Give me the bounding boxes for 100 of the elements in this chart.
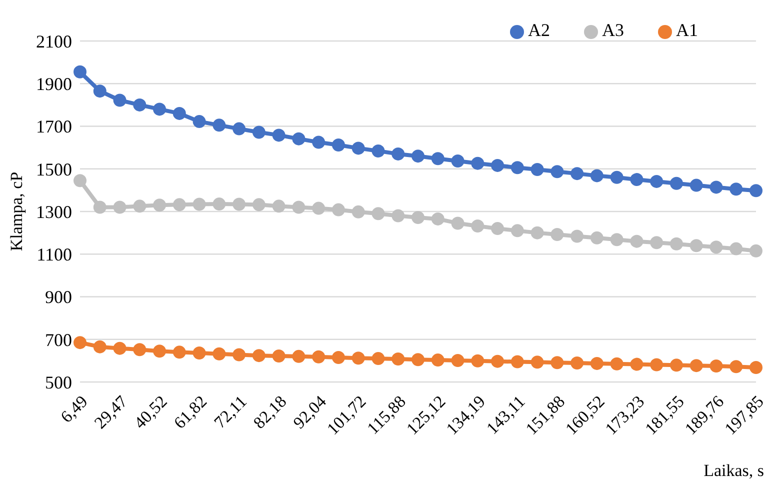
point [172, 106, 186, 120]
point [93, 340, 106, 354]
point [172, 346, 186, 359]
point [590, 231, 604, 244]
point [312, 350, 326, 364]
point [550, 165, 564, 178]
point [133, 343, 146, 356]
point [232, 198, 246, 211]
point [272, 128, 286, 142]
point [590, 169, 604, 182]
point [510, 161, 524, 174]
point [412, 150, 424, 163]
point [750, 244, 762, 258]
point [570, 356, 584, 370]
point [710, 240, 723, 254]
point [153, 344, 166, 358]
point [192, 198, 206, 211]
point [292, 350, 306, 363]
point [74, 336, 86, 350]
point [412, 210, 424, 224]
point [352, 352, 365, 365]
point [352, 205, 365, 218]
point [232, 348, 246, 362]
point [292, 132, 306, 146]
point [471, 156, 484, 170]
point [630, 173, 644, 186]
point [670, 176, 683, 190]
point [550, 356, 564, 370]
point [491, 222, 504, 236]
point [332, 203, 345, 216]
point [212, 198, 226, 211]
legend-label: A3 [602, 20, 624, 40]
point [670, 237, 683, 250]
point [570, 230, 584, 243]
point [312, 136, 326, 149]
point [730, 242, 743, 256]
point [392, 147, 405, 160]
point [730, 182, 743, 196]
point [570, 167, 584, 180]
point [451, 216, 464, 230]
point [192, 115, 206, 128]
point [312, 202, 326, 215]
point [491, 354, 504, 368]
point [252, 126, 266, 139]
point [431, 212, 444, 226]
point [710, 360, 723, 373]
point [730, 360, 743, 374]
point [451, 154, 464, 168]
point [332, 350, 345, 364]
y-tick-label: 900 [45, 287, 72, 308]
point [750, 184, 762, 198]
legend-label: A1 [676, 20, 698, 40]
point [392, 209, 405, 222]
point [113, 94, 126, 107]
legend-label: A2 [528, 20, 550, 40]
point [530, 356, 544, 369]
point [550, 228, 564, 242]
point [232, 122, 246, 136]
point [491, 158, 504, 172]
point [530, 226, 544, 240]
y-tick-label: 500 [45, 372, 72, 392]
point [392, 352, 405, 366]
point [510, 355, 524, 368]
point [750, 361, 762, 374]
point [153, 102, 166, 116]
point [212, 347, 226, 360]
x-tick-label: 6,49 [56, 392, 92, 426]
point [133, 98, 146, 112]
point [590, 356, 604, 370]
point [74, 174, 86, 188]
point [690, 359, 703, 372]
point [153, 198, 166, 212]
point [372, 352, 385, 366]
y-tick-label: 1300 [36, 202, 72, 222]
point [372, 207, 385, 220]
point [510, 224, 524, 238]
point [113, 200, 126, 214]
point [690, 178, 703, 192]
y-tick-label: 700 [45, 330, 72, 350]
point [431, 152, 444, 166]
point [113, 342, 126, 355]
y-tick-label: 1700 [36, 116, 72, 137]
point [710, 180, 723, 194]
point [93, 200, 106, 214]
point [192, 346, 206, 360]
point [352, 142, 365, 155]
point [471, 354, 484, 368]
y-tick-label: 1900 [36, 74, 72, 94]
point [650, 358, 664, 372]
x-axis-title: Laikas, s [704, 461, 764, 480]
point [690, 239, 703, 252]
point [292, 200, 306, 214]
point [670, 358, 683, 372]
point [530, 163, 544, 176]
point [610, 357, 624, 370]
y-tick-label: 1500 [36, 159, 72, 180]
point [610, 170, 624, 184]
point [630, 358, 644, 371]
point [630, 234, 644, 248]
point [212, 118, 226, 132]
